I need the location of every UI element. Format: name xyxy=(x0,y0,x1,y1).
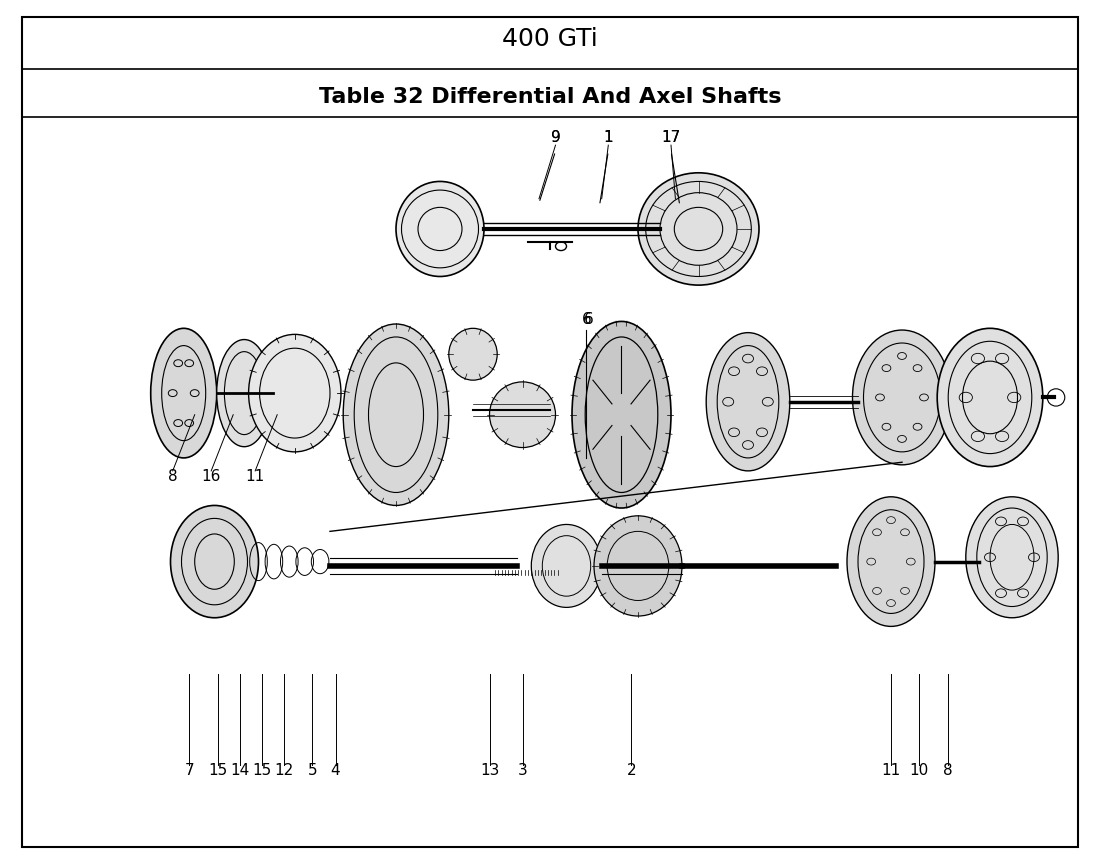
Ellipse shape xyxy=(966,497,1058,618)
Text: 1: 1 xyxy=(604,130,613,145)
Ellipse shape xyxy=(151,328,217,458)
Text: 15: 15 xyxy=(252,763,272,778)
Text: 16: 16 xyxy=(201,469,221,484)
Text: Table 32 Differential And Axel Shafts: Table 32 Differential And Axel Shafts xyxy=(319,86,781,107)
Ellipse shape xyxy=(847,497,935,626)
Ellipse shape xyxy=(572,321,671,508)
Text: 3: 3 xyxy=(518,763,527,778)
Text: 13: 13 xyxy=(480,763,499,778)
Ellipse shape xyxy=(706,333,790,471)
Text: 15: 15 xyxy=(208,763,228,778)
Ellipse shape xyxy=(396,181,484,276)
Ellipse shape xyxy=(249,334,341,452)
Ellipse shape xyxy=(531,524,602,607)
Text: 17: 17 xyxy=(661,130,681,145)
Ellipse shape xyxy=(638,173,759,285)
Ellipse shape xyxy=(594,516,682,616)
Text: 9: 9 xyxy=(551,130,560,145)
Text: 17: 17 xyxy=(661,130,681,145)
Ellipse shape xyxy=(490,382,556,448)
Text: 400 GTi: 400 GTi xyxy=(502,27,598,51)
Ellipse shape xyxy=(170,505,258,618)
Ellipse shape xyxy=(937,328,1043,467)
Text: 11: 11 xyxy=(881,763,901,778)
Text: 4: 4 xyxy=(331,763,340,778)
Text: 11: 11 xyxy=(245,469,265,484)
Text: 9: 9 xyxy=(551,130,560,145)
Text: 8: 8 xyxy=(944,763,953,778)
Ellipse shape xyxy=(217,340,272,447)
Text: 6: 6 xyxy=(584,312,593,327)
Text: 7: 7 xyxy=(185,763,194,778)
Text: 12: 12 xyxy=(274,763,294,778)
Text: 8: 8 xyxy=(168,469,177,484)
Text: 1: 1 xyxy=(604,130,613,145)
Text: 5: 5 xyxy=(308,763,317,778)
Text: 14: 14 xyxy=(230,763,250,778)
Text: 10: 10 xyxy=(909,763,928,778)
Ellipse shape xyxy=(852,330,952,465)
Ellipse shape xyxy=(343,324,449,505)
Ellipse shape xyxy=(449,328,497,380)
Text: 6: 6 xyxy=(582,312,591,327)
Text: 2: 2 xyxy=(627,763,636,778)
